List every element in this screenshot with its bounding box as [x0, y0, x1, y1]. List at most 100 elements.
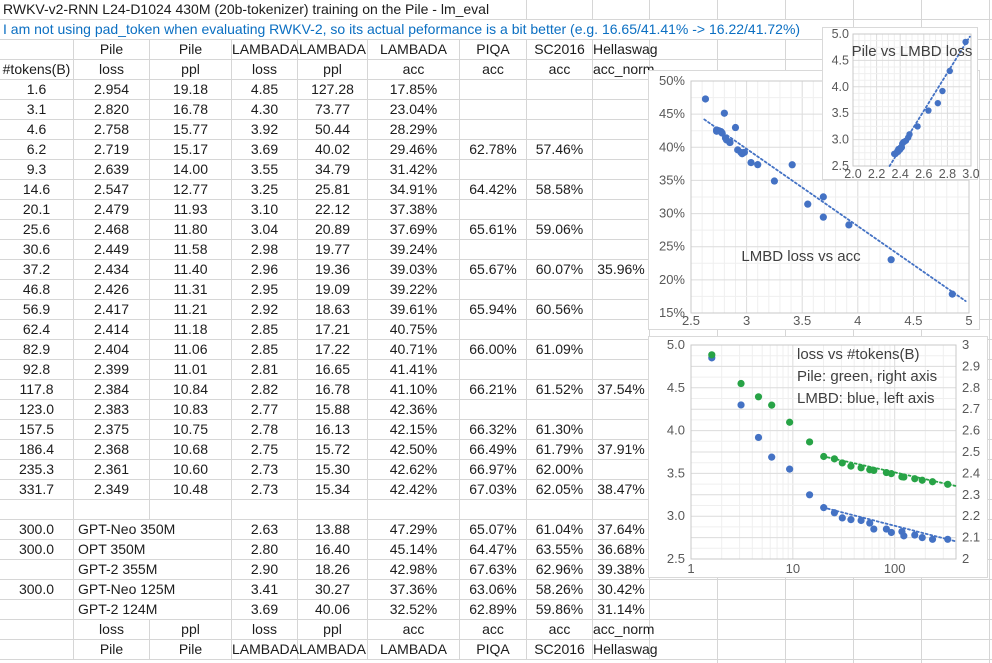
table-cell[interactable]: ppl	[150, 60, 232, 80]
table-cell[interactable]: 2.98	[232, 240, 298, 260]
table-cell[interactable]	[527, 280, 593, 300]
table-cell[interactable]	[593, 300, 650, 320]
table-cell[interactable]	[527, 160, 593, 180]
table-cell[interactable]	[460, 400, 527, 420]
table-cell[interactable]: 37.38%	[368, 200, 460, 220]
table-cell[interactable]: Hellaswag	[593, 640, 658, 660]
table-cell[interactable]: 2.426	[74, 280, 150, 300]
table-cell[interactable]: 1.6	[0, 80, 74, 100]
table-cell[interactable]: 41.10%	[368, 380, 460, 400]
table-cell[interactable]: 2.375	[74, 420, 150, 440]
table-cell[interactable]: 2.80	[232, 540, 298, 560]
table-cell[interactable]: 17.85%	[368, 80, 460, 100]
table-cell[interactable]: 11.58	[150, 240, 232, 260]
table-cell[interactable]: 66.21%	[460, 380, 527, 400]
table-cell[interactable]: OPT 350M	[74, 540, 156, 560]
table-cell[interactable]: 19.77	[298, 240, 368, 260]
table-cell[interactable]: 13.88	[298, 520, 368, 540]
table-cell[interactable]	[593, 320, 650, 340]
table-cell[interactable]: 60.07%	[527, 260, 593, 280]
table-cell[interactable]: 2.349	[74, 480, 150, 500]
table-cell[interactable]: 2.73	[232, 480, 298, 500]
table-cell[interactable]: 40.71%	[368, 340, 460, 360]
table-cell[interactable]: 38.47%	[593, 480, 650, 500]
table-cell[interactable]: 62.00%	[527, 460, 593, 480]
table-cell[interactable]: 17.22	[298, 340, 368, 360]
table-cell[interactable]	[527, 500, 593, 520]
table-cell[interactable]	[460, 320, 527, 340]
table-cell[interactable]: 3.55	[232, 160, 298, 180]
table-cell[interactable]: ppl	[298, 620, 368, 640]
table-cell[interactable]: GPT-Neo 125M	[74, 580, 186, 600]
table-cell[interactable]: Pile	[74, 40, 150, 60]
table-cell[interactable]	[593, 220, 650, 240]
table-cell[interactable]: 37.91%	[593, 440, 650, 460]
table-cell[interactable]	[460, 160, 527, 180]
table-cell[interactable]	[0, 600, 74, 620]
table-cell[interactable]: 300.0	[0, 540, 74, 560]
table-cell[interactable]	[593, 100, 650, 120]
table-cell[interactable]: 300.0	[0, 520, 74, 540]
table-cell[interactable]: 2.75	[232, 440, 298, 460]
table-cell[interactable]: 67.03%	[460, 480, 527, 500]
table-cell[interactable]: 14.00	[150, 160, 232, 180]
table-cell[interactable]	[527, 240, 593, 260]
table-cell[interactable]: LAMBADA	[368, 40, 460, 60]
table-cell[interactable]: acc	[460, 60, 527, 80]
table-cell[interactable]: 20.89	[298, 220, 368, 240]
table-cell[interactable]: 15.88	[298, 400, 368, 420]
table-cell[interactable]: 186.4	[0, 440, 74, 460]
table-cell[interactable]: loss	[232, 60, 298, 80]
table-cell[interactable]: 62.89%	[460, 600, 527, 620]
table-cell[interactable]: loss	[74, 620, 150, 640]
table-cell[interactable]: 39.24%	[368, 240, 460, 260]
table-cell[interactable]: 66.32%	[460, 420, 527, 440]
table-cell[interactable]: LAMBADA	[368, 640, 460, 660]
table-cell[interactable]	[150, 560, 232, 580]
table-cell[interactable]	[527, 320, 593, 340]
table-cell[interactable]: 42.62%	[368, 460, 460, 480]
table-cell[interactable]: 15.72	[298, 440, 368, 460]
table-cell[interactable]: 22.12	[298, 200, 368, 220]
table-cell[interactable]: 11.01	[150, 360, 232, 380]
table-cell[interactable]: 2.639	[74, 160, 150, 180]
table-cell[interactable]: GPT-Neo 350M	[74, 520, 186, 540]
table-cell[interactable]: 47.29%	[368, 520, 460, 540]
chart-lambada-loss-vs-acc[interactable]: 2.5 3 3.5 4 4.5 5 50% 45% 40% 35% 30% 25% 20% 15% LMBD…	[648, 70, 980, 330]
table-cell[interactable]: 42.15%	[368, 420, 460, 440]
table-cell[interactable]: 39.61%	[368, 300, 460, 320]
table-cell[interactable]: 11.06	[150, 340, 232, 360]
table-cell[interactable]: 12.77	[150, 180, 232, 200]
table-cell[interactable]: 3.25	[232, 180, 298, 200]
table-cell[interactable]	[593, 180, 650, 200]
table-cell[interactable]: 16.78	[150, 100, 232, 120]
table-cell[interactable]: 2.81	[232, 360, 298, 380]
table-cell[interactable]	[460, 360, 527, 380]
table-cell[interactable]: 2.434	[74, 260, 150, 280]
table-cell[interactable]	[460, 0, 527, 20]
table-cell[interactable]: 37.69%	[368, 220, 460, 240]
table-cell[interactable]: 30.27	[298, 580, 368, 600]
table-cell[interactable]: 58.26%	[527, 580, 593, 600]
table-cell[interactable]: 34.79	[298, 160, 368, 180]
table-cell[interactable]: 65.67%	[460, 260, 527, 280]
table-cell[interactable]: PIQA	[460, 640, 527, 660]
table-cell[interactable]: 2.73	[232, 460, 298, 480]
table-cell[interactable]: acc	[460, 620, 527, 640]
table-cell[interactable]: 39.22%	[368, 280, 460, 300]
table-cell[interactable]: 2.361	[74, 460, 150, 480]
table-cell[interactable]	[460, 500, 527, 520]
table-cell[interactable]: 19.36	[298, 260, 368, 280]
table-cell[interactable]: 2.417	[74, 300, 150, 320]
table-cell[interactable]: 2.547	[74, 180, 150, 200]
table-cell[interactable]: 73.77	[298, 100, 368, 120]
table-cell[interactable]: 300.0	[0, 580, 74, 600]
table-cell[interactable]: 3.69	[232, 140, 298, 160]
table-cell[interactable]: 39.03%	[368, 260, 460, 280]
table-cell[interactable]: 2.758	[74, 120, 150, 140]
table-cell[interactable]: 20.1	[0, 200, 74, 220]
table-cell[interactable]: 60.56%	[527, 300, 593, 320]
table-cell[interactable]	[74, 500, 150, 520]
table-cell[interactable]: 2.368	[74, 440, 150, 460]
table-cell[interactable]	[460, 280, 527, 300]
